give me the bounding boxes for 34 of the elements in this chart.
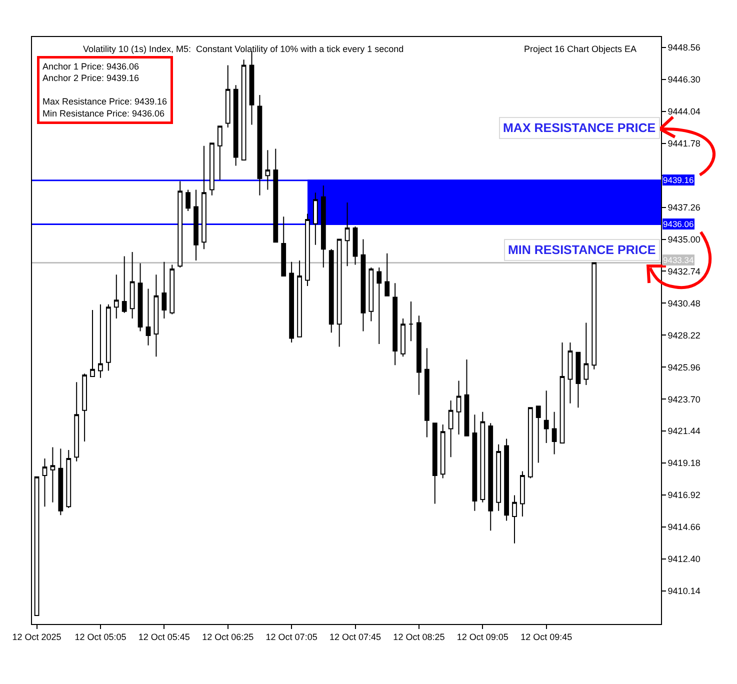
y-tick-label: 9441.78	[668, 138, 700, 149]
y-tick-label: 9416.92	[668, 490, 700, 500]
x-tick-label: 12 Oct 05:05	[74, 632, 126, 642]
y-tick-label: 9419.18	[668, 458, 700, 468]
annotation: MAX RESISTANCE PRICE	[503, 121, 656, 135]
x-tick-label: 12 Oct 07:05	[266, 632, 318, 642]
y-tick-label: 9414.66	[668, 522, 700, 532]
x-tick-label: 12 Oct 09:45	[520, 632, 572, 642]
x-tick-label: 12 Oct 2025	[12, 632, 62, 642]
annotation: MIN RESISTANCE PRICE	[508, 243, 656, 257]
y-tick-label: 9412.40	[668, 554, 700, 564]
x-tick-label: 12 Oct 08:25	[393, 632, 445, 642]
y-tick-label: 9410.14	[668, 586, 700, 596]
y-tick-label: 9428.22	[668, 330, 700, 340]
text: Project 16 Chart Objects EA	[524, 44, 637, 54]
y-tick-label: 9448.56	[668, 42, 700, 53]
x-tick-label: 12 Oct 05:45	[138, 632, 190, 642]
y-tick-label: 9446.30	[668, 74, 700, 85]
ref-line-label: 9436.06	[663, 219, 694, 229]
y-tick-label: 9432.74	[668, 266, 700, 276]
y-tick-label: 9437.26	[668, 202, 700, 212]
x-tick-label: 12 Oct 07:45	[329, 632, 382, 642]
y-tick-label: 9435.00	[668, 234, 700, 244]
text: Anchor 1 Price: 9436.06 Anchor 2 Price: 9439.16 Max Resistance Price: 9439.16 Min Resistance Price: 9436.06	[42, 62, 168, 118]
x-tick-label: 12 Oct 09:05	[456, 632, 508, 642]
y-tick-label: 9444.04	[668, 106, 700, 117]
y-tick-label: 9421.44	[668, 426, 700, 436]
ref-line-label: 9439.16	[663, 175, 694, 185]
y-tick-label: 9423.70	[668, 394, 700, 404]
y-tick-label: 9425.96	[668, 362, 700, 372]
x-tick-label: 12 Oct 06:25	[202, 632, 254, 642]
ref-line-label: 9433.34	[663, 255, 694, 265]
y-tick-label: 9430.48	[668, 298, 700, 308]
text: Volatility 10 (1s) Index, M5: Constant Volatility of 10% with a tick every 1 second	[83, 44, 404, 54]
